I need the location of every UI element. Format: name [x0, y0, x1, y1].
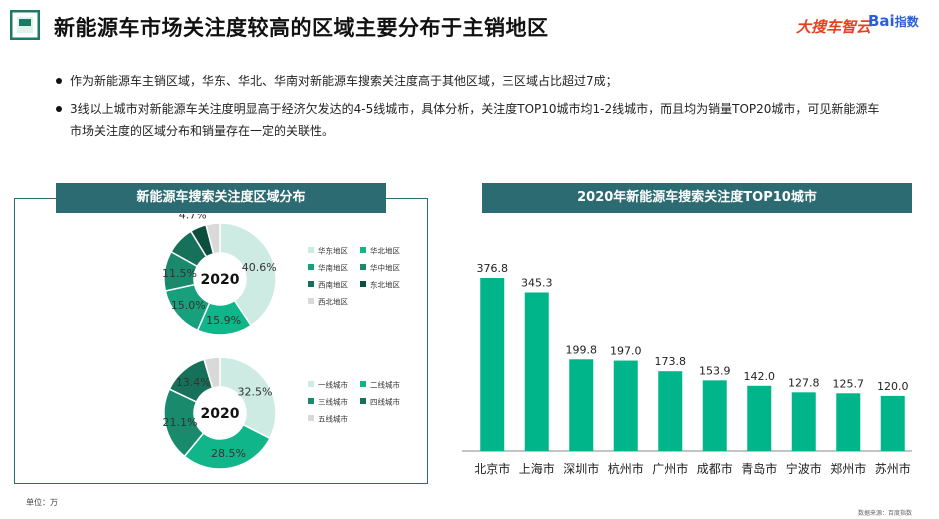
bar-value-label: 173.8 — [655, 355, 687, 368]
category-tick-label: 北京市 — [474, 461, 510, 476]
legend-swatch — [308, 264, 314, 270]
donut-slice-西北地区 — [205, 222, 221, 255]
legend-label: 四线城市 — [370, 397, 400, 407]
bar-广州市 — [658, 371, 683, 451]
legend-swatch — [360, 281, 366, 287]
donut-slice-label: 15.9% — [206, 314, 241, 327]
legend-swatch — [308, 381, 314, 387]
brand-baidu-index-logo: Bai指数 — [868, 12, 919, 30]
legend-label: 五线城市 — [318, 414, 348, 424]
category-tick-label: 上海市 — [519, 461, 555, 476]
bar-成都市 — [702, 380, 727, 451]
legend-label: 华北地区 — [370, 246, 400, 256]
top10-bar-chart: 376.8 北京市 345.3 上海市 199.8 深圳市 197.0 杭州市 173.8 广州市… — [462, 262, 912, 476]
donut-slice-label: 40.6% — [242, 261, 277, 274]
legend-swatch — [360, 247, 366, 253]
bar-value-label: 153.9 — [699, 364, 731, 377]
legend-label: 一线城市 — [318, 380, 348, 390]
summary-bullets: 作为新能源车主销区域，华东、华北、华南对新能源车搜索关注度高于其他区域，三区域占… — [56, 70, 886, 148]
legend-swatch — [360, 264, 366, 270]
bar-value-label: 142.0 — [744, 370, 776, 383]
donut-center-label: 2020 — [201, 406, 240, 422]
bar-value-label: 345.3 — [521, 276, 553, 289]
category-tick-label: 苏州市 — [875, 461, 911, 476]
region-donut-chart: 40.6% 15.9%15.0% 11.5% 4.7%4.0% 2020 — [162, 214, 277, 336]
donut-slice-label: 15.0% — [171, 299, 206, 312]
page-title: 新能源车市场关注度较高的区域主要分布于主销地区 — [54, 16, 549, 40]
bar-value-label: 120.0 — [877, 380, 909, 393]
donut-slice-华东地区 — [219, 222, 277, 327]
brand-logo-icon — [10, 10, 40, 40]
donut-slice-label: 4.6% — [196, 348, 224, 351]
bar-宁波市 — [791, 392, 816, 451]
baidu-logo-text: Bai — [868, 12, 895, 30]
donut-slice-label: 4.7% — [179, 214, 207, 222]
bar-value-label: 199.8 — [566, 343, 598, 356]
legend-swatch — [308, 398, 314, 404]
bar-上海市 — [524, 292, 549, 451]
donut-slice-label: 4.0% — [197, 214, 225, 217]
donut-slice-label: 13.4% — [176, 376, 211, 389]
bar-value-label: 127.8 — [788, 376, 820, 389]
category-tick-label: 郑州市 — [830, 461, 866, 476]
category-tick-label: 宁波市 — [786, 461, 822, 476]
legend-label: 华南地区 — [318, 263, 348, 273]
donut-slice-label: 32.5% — [237, 386, 272, 399]
donut-slice-label: 11.5% — [162, 267, 197, 280]
legend-label: 西北地区 — [318, 297, 348, 307]
bar-value-label: 197.0 — [610, 345, 642, 358]
donut-center-label: 2020 — [201, 272, 240, 288]
city-tier-donut-chart: 32.5% 28.5% 21.1% 13.4% 4.6% 2020 — [163, 348, 277, 470]
legend-label: 二线城市 — [370, 380, 400, 390]
legend-swatch — [308, 281, 314, 287]
bar-value-label: 125.7 — [833, 377, 865, 390]
legend-label: 西南地区 — [318, 280, 348, 290]
region-chart-title: 新能源车搜索关注度区域分布 — [56, 183, 386, 213]
bullet-item: 作为新能源车主销区域，华东、华北、华南对新能源车搜索关注度高于其他区域，三区域占… — [56, 70, 886, 92]
top10-chart-title: 2020年新能源车搜索关注度TOP10城市 — [482, 183, 912, 213]
bar-青岛市 — [747, 385, 772, 451]
legend-label: 华中地区 — [370, 263, 400, 273]
category-tick-label: 杭州市 — [608, 461, 644, 476]
category-tick-label: 广州市 — [652, 461, 688, 476]
source-note: 数据来源：百度指数 — [858, 510, 913, 517]
category-tick-label: 青岛市 — [741, 461, 777, 476]
category-tick-label: 成都市 — [697, 461, 733, 476]
legend-swatch — [308, 247, 314, 253]
donut-slice-label: 28.5% — [211, 447, 246, 460]
bar-深圳市 — [569, 359, 594, 451]
brand-dasouche-logo: 大搜车智云 — [796, 18, 872, 36]
bar-苏州市 — [880, 395, 905, 451]
donut-slice-label: 21.1% — [163, 416, 198, 429]
legend-swatch — [308, 415, 314, 421]
legend-swatch — [360, 398, 366, 404]
bar-value-label: 376.8 — [477, 262, 509, 275]
category-tick-label: 深圳市 — [563, 461, 599, 476]
donut-slice-五线城市 — [203, 356, 221, 390]
donut-slice-一线城市 — [219, 356, 277, 440]
unit-note: 单位：万 — [26, 498, 58, 507]
index-logo-text: 指数 — [894, 15, 919, 29]
legend-label: 华东地区 — [318, 246, 348, 256]
bullet-item: 3线以上城市对新能源车关注度明显高于经济欠发达的4-5线城市，具体分析，关注度T… — [56, 98, 886, 142]
legend-swatch — [308, 298, 314, 304]
legend-swatch — [360, 381, 366, 387]
bar-杭州市 — [613, 360, 638, 451]
bar-郑州市 — [836, 393, 861, 451]
bar-北京市 — [480, 278, 505, 451]
legend-label: 三线城市 — [318, 397, 348, 407]
donut-slice-二线城市 — [183, 423, 271, 470]
legend-label: 东北地区 — [370, 280, 400, 290]
